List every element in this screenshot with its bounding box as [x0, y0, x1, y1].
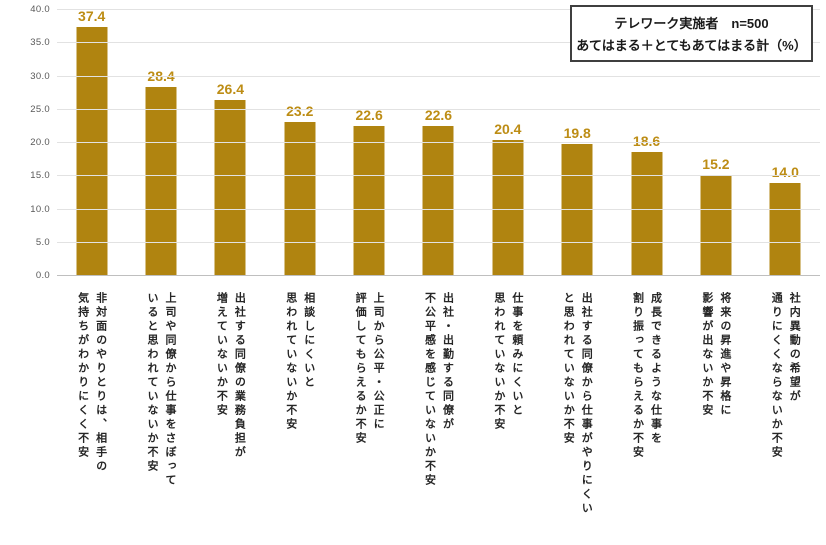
y-tick-label-5: 5.0: [35, 236, 50, 248]
x-label-slot-3: 出社する同僚の業務負担が 増えていないか不安: [196, 292, 265, 545]
bar-10: [700, 174, 732, 276]
y-tick-label-30: 30.0: [30, 70, 50, 82]
x-label-8: 出社する同僚から仕事がやりにくい と思われていないか不安: [562, 292, 593, 516]
value-label-10: 15.2: [702, 155, 730, 172]
x-label-slot-1: 非対面のやりとりは、相手の 気持ちがわかりにくく不安: [57, 292, 126, 545]
bar-2: [145, 87, 177, 276]
legend-box: テレワーク実施者 n=500 あてはまる＋とてもあてはまる計（%）: [570, 5, 813, 62]
x-label-2: 上司や同僚から仕事をさぼって いると思われていないか不安: [146, 292, 177, 488]
bar-slot-7: 20.4: [473, 10, 542, 276]
x-label-slot-2: 上司や同僚から仕事をさぼって いると思われていないか不安: [126, 292, 195, 545]
gridline-5: [57, 241, 820, 243]
x-label-slot-11: 社内異動の希望が 通りにくくならないか不安: [751, 292, 820, 545]
y-tick-label-15: 15.0: [30, 170, 50, 182]
x-label-4: 相談しにくいと 思われていないか不安: [284, 292, 315, 432]
gridline-35: [57, 42, 820, 44]
bar-slot-3: 26.4: [196, 10, 265, 276]
x-label-slot-6: 出社・出勤する同僚が 不公平感を感じていないか不安: [404, 292, 473, 545]
bar-group: 37.4 28.4 26.4 23.2 22.6 22.6 20.4 19.8 18.6 15.2…: [57, 8, 820, 276]
x-label-slot-8: 出社する同僚から仕事がやりにくい と思われていないか不安: [543, 292, 612, 545]
bar-slot-8: 19.8: [543, 10, 612, 276]
bar-1: [76, 27, 108, 276]
x-label-slot-5: 上司から公平・公正に 評価してもらえるか不安: [334, 292, 403, 545]
bar-slot-9: 18.6: [612, 10, 681, 276]
gridline-30: [57, 75, 820, 77]
value-label-7: 20.4: [494, 121, 522, 138]
y-tick-label-25: 25.0: [30, 103, 50, 115]
x-label-5: 上司から公平・公正に 評価してもらえるか不安: [354, 292, 385, 446]
x-label-slot-9: 成長できるような仕事を 割り振ってもらえるか不安: [612, 292, 681, 545]
bar-slot-5: 22.6: [334, 10, 403, 276]
x-label-11: 社内異動の希望が 通りにくくならないか不安: [770, 292, 801, 460]
bar-8: [561, 144, 593, 276]
bar-slot-4: 23.2: [265, 10, 334, 276]
value-label-1: 37.4: [78, 8, 106, 25]
x-label-6: 出社・出勤する同僚が 不公平感を感じていないか不安: [423, 292, 454, 488]
bar-5: [353, 125, 385, 276]
bar-9: [631, 152, 663, 276]
value-label-4: 23.2: [286, 102, 314, 119]
bar-6: [422, 125, 454, 276]
bar-3: [214, 100, 246, 276]
value-label-11: 14.0: [771, 163, 799, 180]
bar-slot-11: 14.0: [751, 10, 820, 276]
x-label-1: 非対面のやりとりは、相手の 気持ちがわかりにくく不安: [76, 292, 107, 474]
bar-slot-10: 15.2: [681, 10, 750, 276]
gridline-0: [57, 275, 820, 276]
x-label-9: 成長できるような仕事を 割り振ってもらえるか不安: [631, 292, 662, 460]
x-label-3: 出社する同僚の業務負担が 増えていないか不安: [215, 292, 246, 460]
gridline-15: [57, 175, 820, 177]
y-tick-label-35: 35.0: [30, 37, 50, 49]
gridline-40: [57, 9, 820, 10]
y-tick-label-40: 40.0: [30, 4, 50, 15]
value-label-8: 19.8: [563, 125, 591, 142]
x-label-10: 将来の昇進や昇格に 影響が出ないか不安: [700, 292, 731, 418]
value-label-3: 26.4: [216, 81, 245, 98]
bar-slot-2: 28.4: [126, 10, 195, 276]
bar-7: [492, 140, 524, 276]
x-axis-labels: 非対面のやりとりは、相手の 気持ちがわかりにくく不安 上司や同僚から仕事をさぼって…: [57, 292, 820, 545]
y-tick-label-20: 20.0: [30, 137, 50, 148]
y-tick-label-10: 10.0: [30, 203, 50, 215]
value-label-6: 22.6: [424, 106, 453, 123]
legend-line-1: テレワーク実施者 n=500: [614, 16, 769, 31]
bar-4: [284, 121, 316, 276]
x-label-slot-10: 将来の昇進や昇格に 影響が出ないか不安: [681, 292, 750, 545]
x-label-7: 仕事を頼みにくいと 思われていないか不安: [492, 292, 523, 432]
legend-line-2: あてはまる＋とてもあてはまる計（%）: [576, 38, 807, 53]
value-label-5: 22.6: [355, 106, 383, 123]
bar-slot-1: 37.4: [57, 8, 126, 276]
x-label-slot-7: 仕事を頼みにくいと 思われていないか不安: [473, 292, 542, 545]
bar-11: [769, 182, 801, 276]
gridline-25: [57, 108, 820, 110]
gridline-10: [57, 208, 820, 210]
value-label-9: 18.6: [632, 133, 661, 150]
bar-slot-6: 22.6: [404, 10, 473, 276]
gridline-20: [57, 142, 820, 143]
x-label-slot-4: 相談しにくいと 思われていないか不安: [265, 292, 334, 545]
plot-area: 37.4 28.4 26.4 23.2 22.6 22.6 20.4 19.8 18.6 15.2…: [57, 8, 820, 276]
y-tick-label-0: 0.0: [35, 270, 50, 281]
